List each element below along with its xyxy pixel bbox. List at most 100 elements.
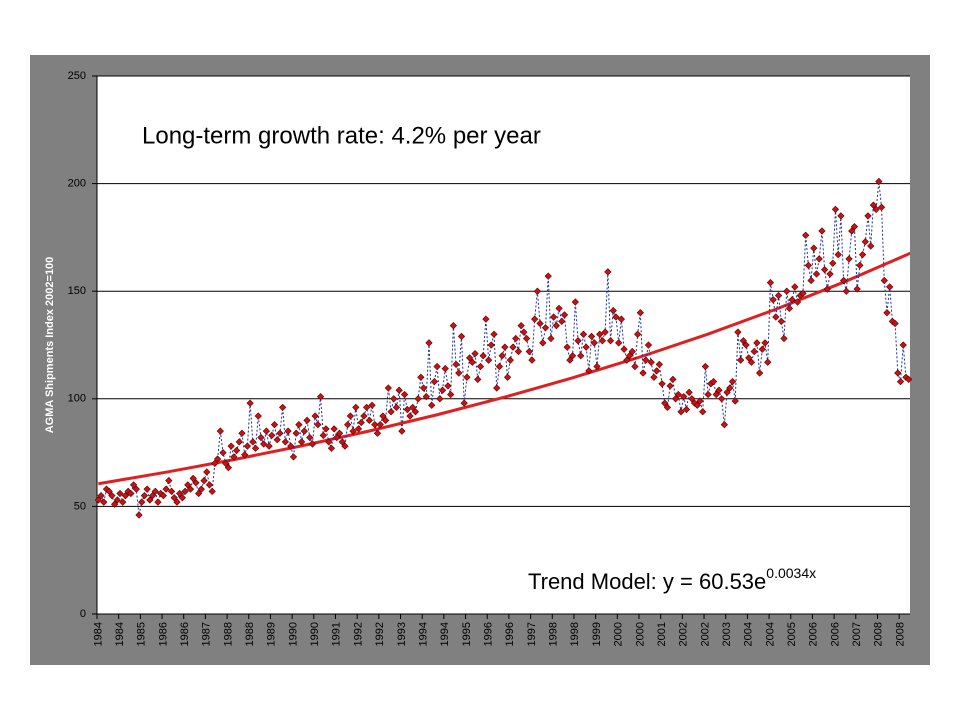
data-point <box>872 205 880 214</box>
data-point <box>669 375 677 384</box>
data-point <box>661 399 669 407</box>
data-point <box>170 494 178 502</box>
x-tick-label: 2003 <box>721 622 733 646</box>
data-point <box>829 259 837 267</box>
data-point <box>861 238 869 246</box>
data-point <box>837 212 845 220</box>
data-point <box>625 352 634 360</box>
data-point <box>463 373 471 381</box>
x-tick-label: 1988 <box>244 622 256 646</box>
data-point <box>550 313 558 321</box>
data-point <box>97 492 105 500</box>
data-point <box>357 418 365 427</box>
data-point <box>295 420 303 429</box>
data-point <box>883 309 891 317</box>
data-point <box>354 425 363 433</box>
data-point <box>742 341 750 349</box>
data-point <box>905 375 913 384</box>
data-point <box>552 322 560 330</box>
data-point <box>712 390 720 399</box>
data-point <box>167 487 176 495</box>
data-point <box>325 438 333 446</box>
data-point <box>224 464 233 472</box>
data-point <box>902 373 910 381</box>
data-point <box>390 395 398 403</box>
data-point <box>525 347 533 356</box>
data-point <box>314 420 322 429</box>
x-tick-label: 2004 <box>743 622 755 646</box>
data-point <box>745 354 753 362</box>
data-point <box>449 322 457 330</box>
data-point <box>195 489 203 498</box>
data-point <box>430 377 439 386</box>
data-point <box>682 405 691 414</box>
data-point <box>184 481 192 489</box>
data-point <box>590 339 598 347</box>
data-point <box>487 341 495 349</box>
data-point <box>387 408 395 416</box>
data-point <box>121 492 130 500</box>
data-point <box>381 416 390 424</box>
data-point <box>612 313 620 321</box>
data-point <box>376 420 384 429</box>
data-point <box>94 496 102 504</box>
data-point <box>257 433 265 442</box>
data-point <box>812 270 821 278</box>
y-tick-label: 200 <box>68 178 86 190</box>
data-point <box>655 360 663 368</box>
trend-label-text: Trend Model: y = 60.53e <box>528 569 766 594</box>
data-point <box>100 498 108 506</box>
data-point <box>539 339 547 347</box>
data-point <box>105 487 113 495</box>
data-point <box>460 399 468 407</box>
data-point <box>571 298 579 306</box>
data-point <box>119 498 127 506</box>
data-point <box>363 403 371 412</box>
data-point <box>322 425 330 433</box>
data-point <box>715 386 723 394</box>
x-tick-label: 2000 <box>613 622 625 646</box>
data-point <box>761 339 769 347</box>
data-point <box>753 339 761 347</box>
data-point <box>582 343 590 351</box>
data-point <box>395 386 403 394</box>
data-point <box>338 438 346 446</box>
data-point <box>709 377 718 386</box>
data-point <box>165 476 173 485</box>
data-point <box>877 203 886 211</box>
data-point <box>222 459 230 467</box>
data-point <box>265 442 273 450</box>
data-point <box>555 304 563 313</box>
data-point <box>853 285 861 293</box>
data-point <box>739 337 747 345</box>
data-point <box>333 433 341 442</box>
data-point <box>823 285 831 293</box>
data-point <box>436 395 444 403</box>
x-tick-label: 1988 <box>222 622 234 646</box>
data-point <box>398 427 406 435</box>
data-point <box>815 255 823 263</box>
data-point <box>886 283 894 291</box>
data-point <box>734 328 742 336</box>
data-point <box>652 367 661 375</box>
data-point <box>685 388 693 396</box>
data-point <box>845 255 853 263</box>
data-point <box>723 388 731 396</box>
data-point <box>146 496 154 504</box>
data-point <box>403 405 411 414</box>
data-point <box>287 442 295 450</box>
data-point <box>227 442 235 450</box>
data-point <box>585 367 593 375</box>
data-point <box>774 291 783 300</box>
x-tick-label: 2007 <box>851 622 863 646</box>
data-point <box>482 315 490 323</box>
data-point <box>468 358 476 366</box>
data-point <box>891 319 899 328</box>
x-tick-label: 1994 <box>417 622 429 646</box>
data-point <box>826 270 834 278</box>
data-point <box>867 242 875 250</box>
data-point <box>108 492 116 500</box>
data-point <box>452 360 460 368</box>
data-point <box>533 287 541 295</box>
data-point <box>200 476 208 485</box>
